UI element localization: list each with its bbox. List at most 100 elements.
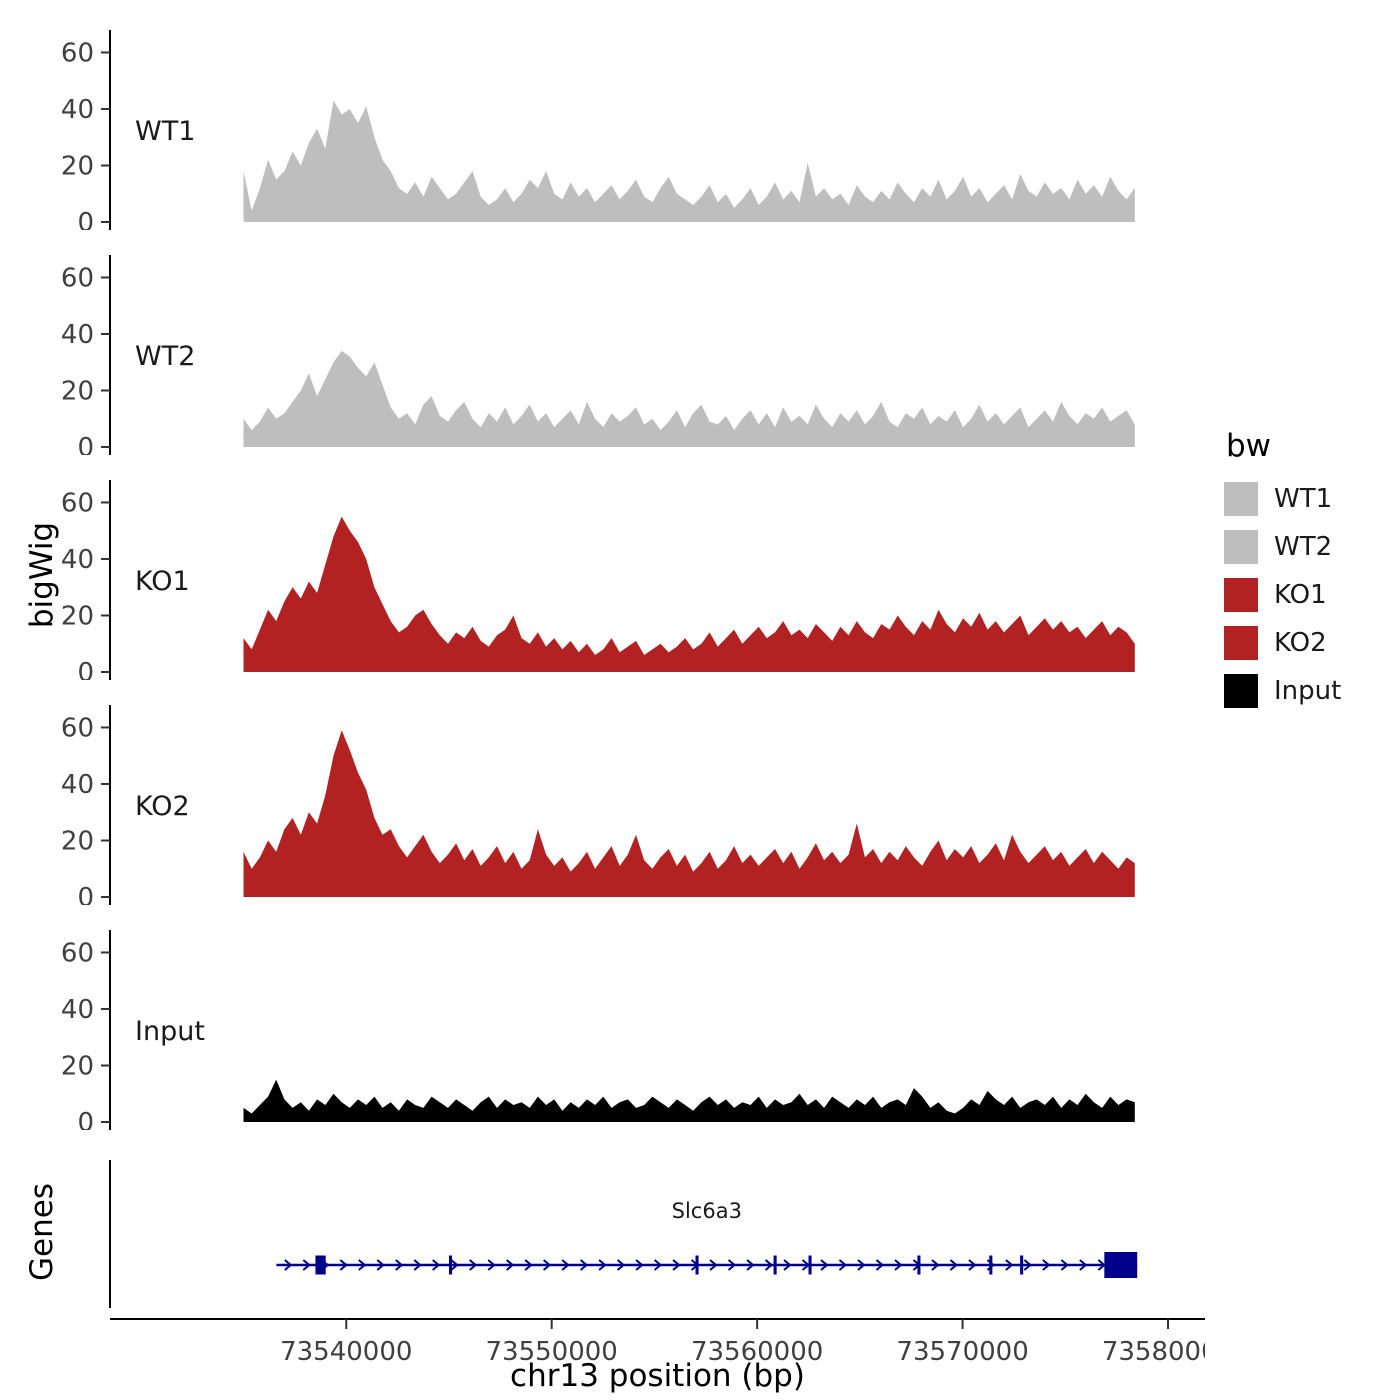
- legend-swatch-wt2: [1224, 530, 1258, 564]
- legend-label-input: Input: [1274, 676, 1342, 706]
- x-tick-label: 73560000: [691, 1337, 823, 1367]
- track-panel-wt2: 0 20 40 60 WT2: [0, 255, 1205, 463]
- x-tick-label: 73570000: [896, 1337, 1028, 1367]
- track-plot-wt1: 0 20 40 60 WT1: [61, 30, 1135, 238]
- y-tick-label: 60: [61, 488, 94, 518]
- strand-arrow-icon: [1005, 1259, 1014, 1271]
- coverage-area-wt2: [243, 350, 1135, 447]
- gene-exon: [917, 1255, 921, 1275]
- coverage-area-ko1: [243, 516, 1135, 672]
- strand-arrow-icon: [413, 1259, 422, 1271]
- strand-arrow-icon: [395, 1259, 404, 1271]
- gene-exon: [1020, 1255, 1024, 1275]
- legend: bw WT1 WT2 KO1 KO2 Input: [1224, 428, 1341, 722]
- y-tick-label: 0: [77, 883, 94, 905]
- strand-arrow-icon: [339, 1259, 348, 1271]
- strand-arrow-icon: [838, 1259, 848, 1271]
- strand-arrow-icon: [432, 1259, 441, 1271]
- legend-label-wt2: WT2: [1274, 532, 1333, 562]
- gene-exon: [315, 1255, 326, 1275]
- genes-panel: Slc6a3: [0, 1160, 1205, 1308]
- strand-arrow-icon: [783, 1259, 792, 1271]
- track-label-wt2: WT2: [135, 341, 195, 372]
- legend-entry-ko2: KO2: [1224, 626, 1341, 660]
- track-plot-input: 0 20 40 60 Input: [61, 930, 1135, 1138]
- track-label-ko1: KO1: [135, 566, 190, 597]
- strand-arrow-icon: [820, 1259, 829, 1271]
- strand-arrow-icon: [302, 1259, 311, 1271]
- gene-exon: [448, 1255, 453, 1275]
- gene-name-label: Slc6a3: [672, 1199, 742, 1223]
- legend-entry-ko1: KO1: [1224, 578, 1341, 612]
- legend-swatch-wt1: [1224, 482, 1258, 516]
- strand-arrow-icon: [709, 1259, 718, 1271]
- strand-arrow-icon: [1079, 1259, 1088, 1271]
- y-tick-label: 40: [61, 770, 94, 800]
- track-plot-ko2: 0 20 40 60 KO2: [61, 705, 1135, 913]
- y-tick-label: 0: [77, 1108, 94, 1130]
- strand-arrow-icon: [857, 1259, 866, 1271]
- y-tick-label: 0: [77, 658, 94, 680]
- y-tick-label: 40: [61, 545, 94, 575]
- y-tick-label: 0: [77, 208, 94, 230]
- y-tick-label: 20: [61, 826, 94, 856]
- track-panel-input: 0 20 40 60 Input: [0, 930, 1205, 1138]
- y-tick-label: 60: [61, 713, 94, 743]
- strand-arrow-icon: [875, 1259, 885, 1271]
- x-axis-title: chr13 position (bp): [510, 1358, 805, 1394]
- coverage-area-input: [243, 1079, 1135, 1122]
- genes-axis-title: Genes: [24, 1183, 60, 1281]
- strand-arrow-icon: [561, 1259, 570, 1271]
- strand-arrow-icon: [968, 1259, 977, 1271]
- legend-entry-wt2: WT2: [1224, 530, 1341, 564]
- gene-exon: [989, 1255, 993, 1275]
- strand-arrow-icon: [469, 1259, 478, 1271]
- y-tick-label: 40: [61, 95, 94, 125]
- legend-entry-input: Input: [1224, 674, 1341, 708]
- legend-label-ko1: KO1: [1274, 580, 1327, 610]
- legend-label-ko2: KO2: [1274, 628, 1327, 658]
- strand-arrow-icon: [1023, 1259, 1032, 1271]
- y-tick-label: 60: [61, 938, 94, 968]
- coverage-area-wt1: [243, 100, 1135, 222]
- strand-arrow-icon: [450, 1259, 459, 1271]
- strand-arrow-icon: [524, 1259, 533, 1271]
- y-tick-label: 20: [61, 601, 94, 631]
- gene-exon: [773, 1255, 777, 1275]
- legend-swatch-input: [1224, 674, 1258, 708]
- strand-arrow-icon: [949, 1259, 958, 1271]
- strand-arrow-icon: [284, 1259, 293, 1271]
- track-label-input: Input: [135, 1016, 205, 1047]
- track-panel-wt1: 0 20 40 60 WT1: [0, 30, 1205, 238]
- legend-swatch-ko2: [1224, 626, 1258, 660]
- gene-exon: [1104, 1252, 1138, 1278]
- strand-arrow-icon: [764, 1259, 774, 1271]
- strand-arrow-icon: [506, 1259, 515, 1271]
- gene-exon: [695, 1255, 699, 1275]
- strand-arrow-icon: [543, 1259, 552, 1271]
- track-panel-ko2: 0 20 40 60 KO2: [0, 705, 1205, 913]
- strand-arrow-icon: [1097, 1259, 1106, 1271]
- strand-arrow-icon: [894, 1259, 903, 1271]
- y-tick-label: 60: [61, 263, 94, 293]
- gene-exon: [808, 1255, 812, 1275]
- y-tick-label: 40: [61, 995, 94, 1025]
- x-tick-label: 73550000: [486, 1337, 618, 1367]
- strand-arrow-icon: [376, 1259, 385, 1271]
- strand-arrow-icon: [653, 1259, 663, 1271]
- track-label-wt1: WT1: [135, 116, 195, 147]
- strand-arrow-icon: [801, 1259, 811, 1271]
- gene-model-plot: Slc6a3: [109, 1160, 1138, 1308]
- strand-arrow-icon: [746, 1259, 755, 1271]
- x-tick-label: 73540000: [280, 1337, 412, 1367]
- legend-entry-wt1: WT1: [1224, 482, 1341, 516]
- track-panel-ko1: 0 20 40 60 KO1: [0, 480, 1205, 688]
- y-tick-label: 60: [61, 38, 94, 68]
- track-plot-ko1: 0 20 40 60 KO1: [61, 480, 1135, 688]
- y-tick-label: 0: [77, 433, 94, 455]
- strand-arrow-icon: [358, 1259, 367, 1271]
- strand-arrow-icon: [598, 1259, 607, 1271]
- y-tick-label: 20: [61, 376, 94, 406]
- strand-arrow-icon: [487, 1259, 496, 1271]
